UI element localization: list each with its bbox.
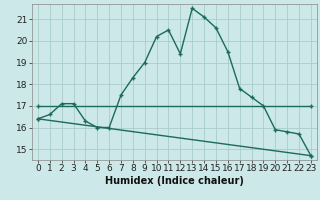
X-axis label: Humidex (Indice chaleur): Humidex (Indice chaleur) [105,176,244,186]
